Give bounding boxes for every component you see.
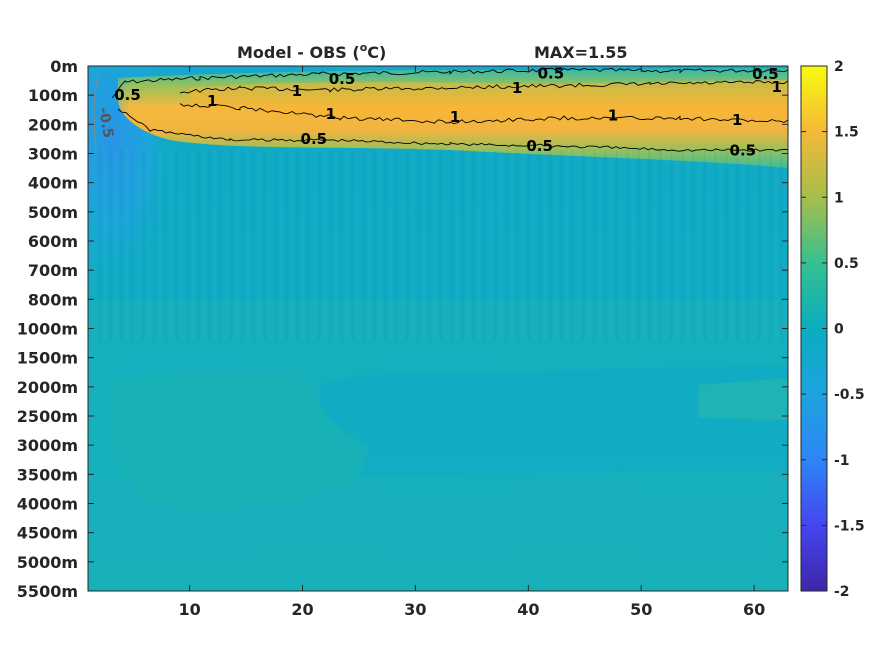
- contour-labels: 0.50.5 0.5 0.511 1 11 1 1 10.5 0.5 0.5-0.5: [95, 64, 782, 160]
- heatmap-bottom-strip: [88, 528, 788, 591]
- colorbar-tick-label: -1: [834, 453, 850, 469]
- y-tick-label: 1500m: [17, 349, 78, 368]
- contour-label: 1: [732, 111, 742, 129]
- x-axis: 10 20 30 40 50 60: [178, 66, 765, 619]
- y-tick-label: 5000m: [17, 553, 78, 572]
- y-tick-label: 700m: [28, 261, 78, 280]
- y-tick-label: 100m: [28, 86, 78, 105]
- y-tick-label: 2500m: [17, 407, 78, 426]
- contour-label: 0.5: [752, 65, 779, 83]
- colorbar-tick-label: 1: [834, 190, 844, 206]
- colorbar-tick-label: -2: [834, 584, 850, 600]
- contour-label: 1: [512, 79, 522, 97]
- colorbar-tick-label: 2: [834, 59, 844, 75]
- contour-0.5-lower: [117, 108, 788, 152]
- heatmap-plot: 0.50.5 0.5 0.511 1 11 1 1 10.5 0.5 0.5-0.5: [88, 64, 788, 591]
- contour-lines: [111, 67, 788, 152]
- x-tick-label: 50: [630, 600, 652, 619]
- contour-0.5-upper: [111, 67, 788, 99]
- chart-title: Model - OBS (oC): [237, 41, 386, 62]
- contour-1-upper: [179, 80, 788, 94]
- y-tick-label: 400m: [28, 174, 78, 193]
- contour-label: -0.5: [95, 106, 116, 139]
- svg-text:Model - OBS (oC): Model - OBS (oC): [237, 41, 386, 62]
- contour-label: 0.5: [538, 64, 565, 82]
- contour-label: 1: [608, 107, 618, 125]
- x-tick-label: 30: [404, 600, 426, 619]
- contour-label: 0.5: [329, 70, 356, 88]
- x-tick-label: 10: [178, 600, 200, 619]
- y-tick-label: 2000m: [17, 378, 78, 397]
- striations: [93, 150, 788, 340]
- y-tick-label: 500m: [28, 203, 78, 222]
- y-tick-label: 3000m: [17, 436, 78, 455]
- y-tick-label: 5500m: [17, 582, 78, 601]
- x-tick-label: 20: [291, 600, 313, 619]
- max-annotation: MAX=1.55: [534, 43, 628, 62]
- y-tick-label: 4000m: [17, 495, 78, 514]
- warm-core: [190, 80, 788, 123]
- colorbar-tick-label: 0.5: [834, 256, 859, 272]
- y-tick-label: 600m: [28, 232, 78, 251]
- colorbar: 2 1.5 1 0.5 0 -0.5 -1 -1.5 -2: [800, 59, 865, 600]
- contour-neg-0.5: [93, 74, 99, 151]
- colorbar-tick-label: 0: [834, 322, 844, 338]
- heatmap-deep-region: [110, 370, 365, 515]
- colorbar-tick-label: -1.5: [834, 518, 865, 534]
- y-tick-label: 0m: [50, 57, 78, 76]
- contour-label: 0.5: [114, 86, 141, 104]
- contour-label: 0.5: [301, 130, 328, 148]
- contour-label: 0.5: [526, 137, 553, 155]
- y-tick-label: 800m: [28, 290, 78, 309]
- contour-1-lower: [179, 103, 788, 125]
- contour-label: 1: [326, 105, 336, 123]
- contour-label: 1: [450, 108, 460, 126]
- y-tick-label: 3500m: [17, 465, 78, 484]
- x-tick-label: 60: [743, 600, 765, 619]
- colorbar-tick-label: -0.5: [834, 387, 865, 403]
- heatmap-right-region: [698, 378, 788, 420]
- contour-label: 0.5: [730, 142, 757, 160]
- contour-label: 1: [292, 82, 302, 100]
- contour-label: 1: [207, 92, 217, 110]
- y-tick-label: 200m: [28, 115, 78, 134]
- contour-label: 1: [771, 78, 781, 96]
- y-tick-label: 4500m: [17, 524, 78, 543]
- colorbar-tick-label: 1.5: [834, 125, 859, 141]
- y-tick-label: 300m: [28, 145, 78, 164]
- y-tick-label: 1000m: [17, 320, 78, 339]
- colorbar-ticks: 2 1.5 1 0.5 0 -0.5 -1 -1.5 -2: [801, 59, 865, 600]
- x-tick-label: 40: [517, 600, 539, 619]
- y-axis: 0m 100m 200m 300m 400m 500m 600m 700m 800m 1000m 1…: [17, 57, 788, 601]
